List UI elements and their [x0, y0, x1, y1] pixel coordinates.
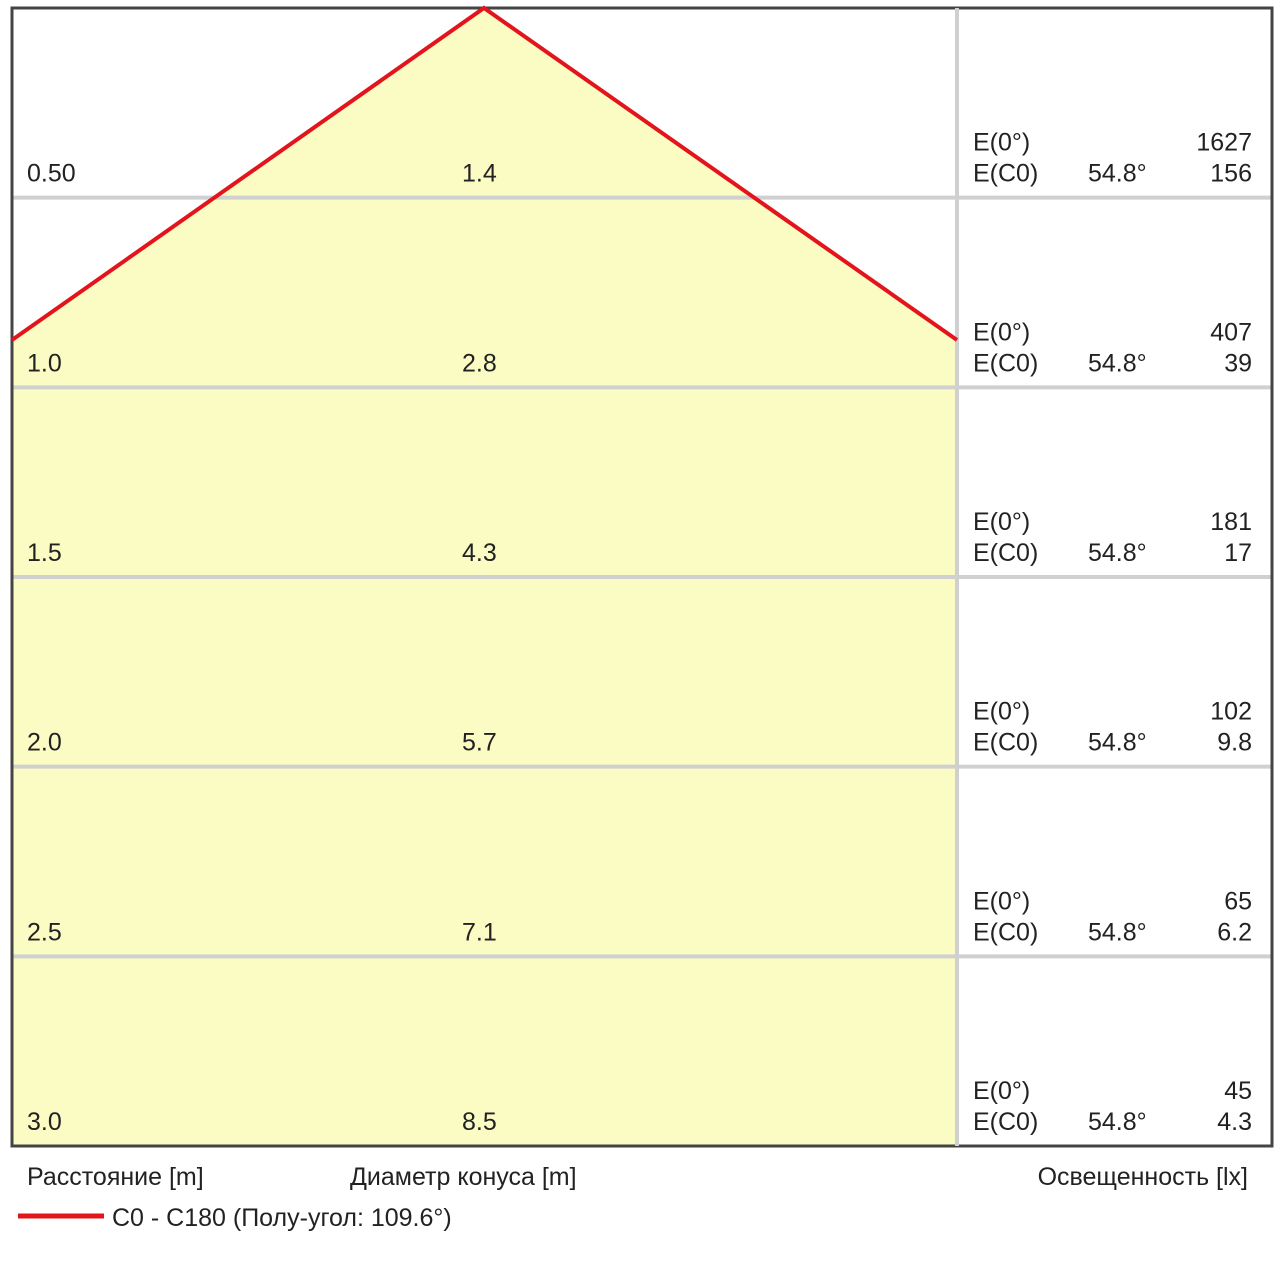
ec0-label: E(C0) [973, 349, 1038, 377]
e0-label: E(0°) [973, 698, 1030, 726]
ec0-value: 17 [1224, 539, 1252, 567]
diameter: 2.8 [462, 349, 497, 377]
angle: 54.8° [1088, 160, 1147, 188]
e0-value: 1627 [1196, 129, 1252, 157]
ec0-label: E(C0) [973, 729, 1038, 757]
e0-value: 45 [1224, 1077, 1252, 1105]
ec0-label: E(C0) [973, 160, 1038, 188]
e0-label: E(0°) [973, 318, 1030, 346]
diameter: 8.5 [462, 1108, 497, 1136]
ec0-value: 39 [1224, 349, 1252, 377]
ec0-label: E(C0) [973, 1108, 1038, 1136]
frame [10, 6, 1274, 1148]
angle: 54.8° [1088, 349, 1147, 377]
distance: 0.50 [27, 160, 76, 188]
e0-label: E(0°) [973, 1077, 1030, 1105]
e0-value: 181 [1210, 508, 1252, 536]
angle: 54.8° [1088, 1108, 1147, 1136]
ec0-value: 9.8 [1217, 729, 1252, 757]
angle: 54.8° [1088, 539, 1147, 567]
ec0-label: E(C0) [973, 918, 1038, 946]
diameter: 7.1 [462, 918, 497, 946]
e0-label: E(0°) [973, 129, 1030, 157]
legend-label: C0 - C180 (Полу-угол: 109.6°) [112, 1204, 452, 1232]
e0-label: E(0°) [973, 887, 1030, 915]
illuminance-label: Освещенность [lx] [1038, 1163, 1248, 1191]
diameter-label: Диаметр конуса [m] [350, 1163, 577, 1191]
ec0-label: E(C0) [973, 539, 1038, 567]
ec0-value: 4.3 [1217, 1108, 1252, 1136]
ec0-value: 6.2 [1217, 918, 1252, 946]
distance: 1.5 [27, 539, 62, 567]
e0-value: 102 [1210, 698, 1252, 726]
e0-label: E(0°) [973, 508, 1030, 536]
diameter: 5.7 [462, 729, 497, 757]
e0-value: 65 [1224, 887, 1252, 915]
ec0-value: 156 [1210, 160, 1252, 188]
diameter: 4.3 [462, 539, 497, 567]
cone-line [10, 5, 959, 342]
distance-label: Расстояние [m] [27, 1163, 204, 1191]
distance: 3.0 [27, 1108, 62, 1136]
angle: 54.8° [1088, 729, 1147, 757]
rows: 0.50 1.4 E(0°) 1627 E(C0) 54.8° 156 1.0 2.8 E(0°)… [27, 129, 1252, 1136]
grid [12, 195, 1272, 959]
e0-value: 407 [1210, 318, 1252, 346]
distance: 2.0 [27, 729, 62, 757]
angle: 54.8° [1088, 918, 1147, 946]
diameter: 1.4 [462, 160, 497, 188]
distance: 2.5 [27, 918, 62, 946]
distance: 1.0 [27, 349, 62, 377]
